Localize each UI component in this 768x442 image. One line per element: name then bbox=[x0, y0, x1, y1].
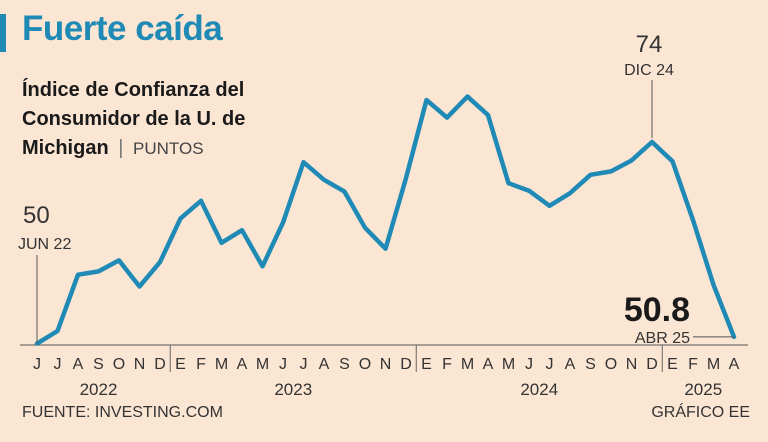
x-tick-label: D bbox=[646, 356, 658, 373]
x-tick-label: A bbox=[729, 356, 740, 373]
title-accent-bar bbox=[0, 14, 6, 52]
year-label: 2023 bbox=[274, 380, 312, 399]
x-tick-label: D bbox=[154, 356, 166, 373]
graphic-credit: GRÁFICO EE bbox=[651, 404, 750, 421]
year-label: 2022 bbox=[80, 380, 118, 399]
x-tick-label: J bbox=[279, 356, 287, 373]
x-tick-label: N bbox=[380, 356, 392, 373]
x-tick-label: F bbox=[196, 356, 206, 373]
annotation-date: DIC 24 bbox=[624, 62, 674, 79]
x-tick-label: F bbox=[442, 356, 452, 373]
annotation-date: JUN 22 bbox=[18, 236, 71, 253]
subtitle-text: Índice de Confianza del Consumidor de la… bbox=[22, 79, 246, 159]
x-tick-label: M bbox=[256, 356, 269, 373]
x-tick-label: A bbox=[483, 356, 494, 373]
x-tick-label: M bbox=[215, 356, 228, 373]
x-tick-label: M bbox=[502, 356, 515, 373]
x-tick-label: A bbox=[237, 356, 248, 373]
x-tick-label: A bbox=[73, 356, 84, 373]
x-tick-label: O bbox=[113, 356, 125, 373]
x-tick-label: E bbox=[421, 356, 432, 373]
x-tick-label: S bbox=[339, 356, 350, 373]
x-tick-label: A bbox=[565, 356, 576, 373]
x-tick-label: N bbox=[134, 356, 146, 373]
year-label: 2024 bbox=[520, 380, 558, 399]
x-tick-label: J bbox=[546, 356, 554, 373]
x-tick-label: E bbox=[175, 356, 186, 373]
x-tick-label: E bbox=[667, 356, 678, 373]
x-tick-label: F bbox=[688, 356, 698, 373]
headline: Fuerte caída bbox=[22, 9, 223, 48]
annotation-date: ABR 25 bbox=[635, 330, 690, 347]
x-tick-label: J bbox=[300, 356, 308, 373]
source-note: FUENTE: INVESTING.COM bbox=[22, 404, 223, 421]
x-tick-label: M bbox=[707, 356, 720, 373]
x-tick-label: O bbox=[605, 356, 617, 373]
x-tick-label: A bbox=[319, 356, 330, 373]
x-tick-label: S bbox=[585, 356, 596, 373]
chart-subtitle: Índice de Confianza del Consumidor de la… bbox=[22, 76, 322, 163]
x-tick-label: S bbox=[93, 356, 104, 373]
x-tick-label: M bbox=[461, 356, 474, 373]
annotation-value: 74 bbox=[636, 31, 663, 58]
x-tick-label: N bbox=[626, 356, 638, 373]
x-tick-label: J bbox=[525, 356, 533, 373]
annotation-value: 50.8 bbox=[624, 291, 690, 329]
x-tick-label: D bbox=[400, 356, 412, 373]
subtitle-separator: | bbox=[118, 137, 124, 159]
x-tick-label: O bbox=[359, 356, 371, 373]
unit-label: PUNTOS bbox=[133, 139, 204, 158]
annotation-value: 50 bbox=[23, 202, 50, 229]
year-label: 2025 bbox=[684, 380, 722, 399]
x-tick-label: J bbox=[33, 356, 41, 373]
x-tick-label: J bbox=[54, 356, 62, 373]
